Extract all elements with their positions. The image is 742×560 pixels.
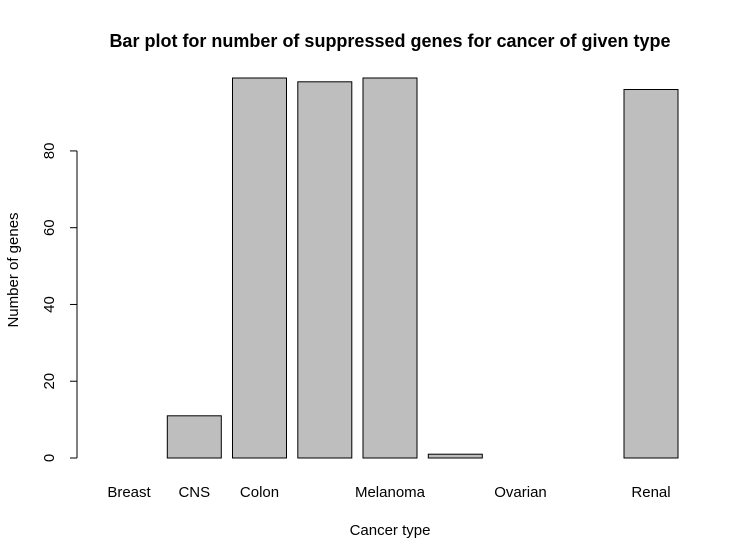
bar-3 [297,81,353,459]
bar-2 [232,77,287,459]
bars-group [166,77,679,459]
x-tick-labels: Breast CNS Colon Melanoma Ovarian Renal [107,484,670,501]
y-axis-label: Number of genes [5,212,22,327]
x-tick-label-2: Colon [240,484,279,501]
chart-title: Bar plot for number of suppressed genes … [109,31,670,51]
x-axis-label: Cancer type [350,522,431,539]
y-tick-label-40: 40 [41,296,58,313]
y-tick-label-60: 60 [41,219,58,236]
x-tick-label-6: Ovarian [494,484,547,501]
y-axis: 0 20 40 60 80 [41,143,78,462]
x-tick-label-8: Renal [631,484,670,501]
bar-8 [623,89,679,459]
y-tick-label-20: 20 [41,373,58,390]
y-tick-label-80: 80 [41,143,58,160]
bar-5 [427,453,483,459]
y-tick-label-0: 0 [41,454,58,462]
x-tick-label-4: Melanoma [355,484,426,501]
bar-1 [166,415,222,459]
bar-4 [362,77,418,459]
x-tick-label-0: Breast [107,484,151,501]
x-tick-label-1: CNS [178,484,210,501]
